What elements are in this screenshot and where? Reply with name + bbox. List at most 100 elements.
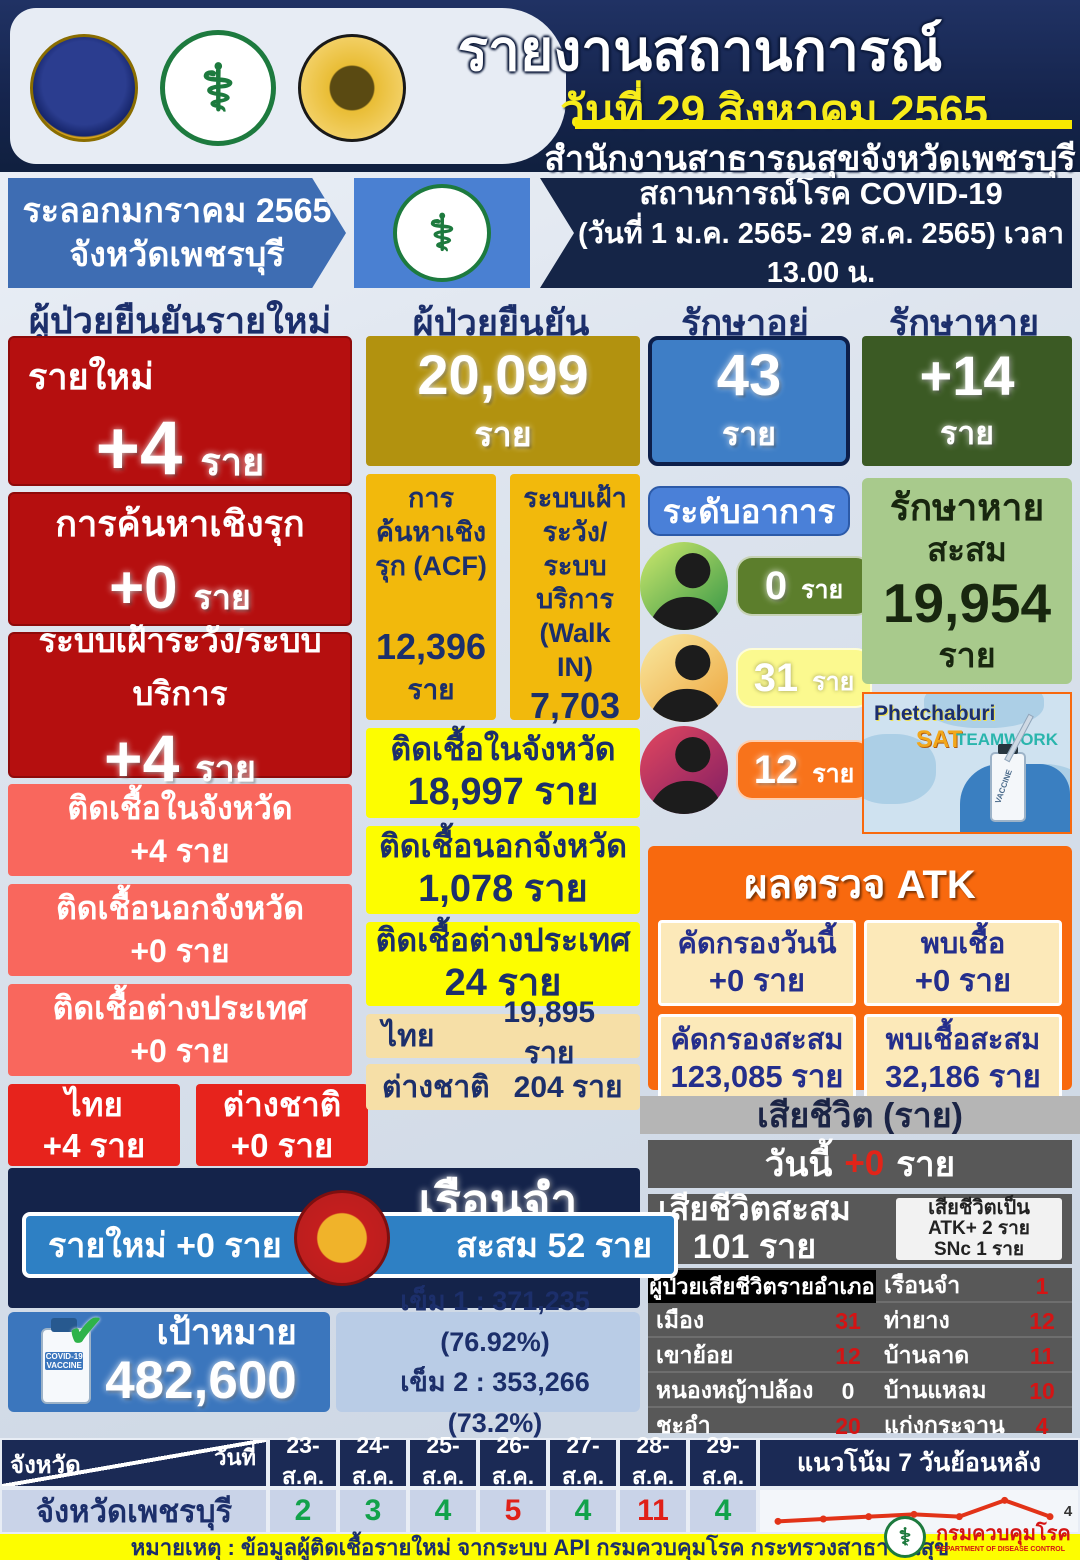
confirmed-acf-label: การค้นหาเชิงรุก (ACF): [375, 483, 487, 581]
recovered-new-box: +14 ราย: [862, 336, 1072, 466]
org-name: สำนักงานสาธารณสุขจังหวัดเพชรบุรี: [544, 140, 1076, 178]
severity-yellow-value: 31: [753, 655, 799, 700]
in-treatment-unit: ราย: [722, 416, 776, 452]
severity-green-pill: 0 ราย: [736, 556, 872, 616]
deaths-district-table: ผู้ป่วยเสียชีวิตรายอำเภอ เรือนจำ 1 เมือง…: [648, 1268, 1072, 1439]
severity-red-pill: 12 ราย: [736, 740, 872, 800]
death-row-name: เรือนจำ: [884, 1272, 961, 1298]
confirmed-total-value: 20,099: [417, 342, 589, 406]
recovered-cum-label2: สะสม: [927, 531, 1007, 568]
trend-value: 3: [338, 1488, 408, 1534]
atk-screen-today-value: +0 ราย: [708, 962, 806, 998]
confirmed-thai-box: ไทย 19,895 ราย: [366, 996, 640, 1070]
death-row-name: ท่ายาง: [884, 1307, 950, 1333]
thai-new-label: ไทย: [65, 1085, 123, 1123]
deaths-today-unit: ราย: [896, 1144, 956, 1184]
death-row-name: แก่งกระจาน: [884, 1412, 1005, 1438]
trend-corner-bottom: จังหวัด: [10, 1452, 81, 1479]
trend-row-label: จังหวัดเพชรบุรี: [0, 1488, 268, 1534]
atk-screen-today-label: คัดกรองวันนี้: [677, 928, 837, 960]
sat-logo-line3: TEAMWORK: [956, 730, 1058, 749]
trend-value: 11: [618, 1488, 688, 1534]
abroad-new-label: ติดเชื้อต่างประเทศ: [52, 989, 308, 1026]
death-row-value: 11: [1029, 1342, 1055, 1369]
trend-value: 4: [548, 1488, 618, 1534]
vaccine-doses-box: เข็ม 1 : 371,235 (76.92%) เข็ม 2 : 353,2…: [336, 1286, 640, 1438]
deaths-breakdown-box: เสียชีวิตเป็น ATK+ 2 ราย SNc 1 ราย: [896, 1197, 1062, 1260]
recovered-cum-value: 19,954: [882, 571, 1052, 634]
trend-date-header: 29-ส.ค.: [688, 1432, 758, 1489]
death-row-value: 20: [835, 1412, 861, 1439]
trend-corner-top: วันที่: [214, 1445, 256, 1470]
thai-new-box: ไทย +4 ราย: [8, 1084, 180, 1166]
severity-green-unit: ราย: [801, 576, 844, 604]
surveillance-new-value: +4: [104, 721, 180, 795]
death-row-value: 12: [835, 1342, 861, 1369]
atk-screen-cum-box: คัดกรองสะสม 123,085 ราย: [658, 1014, 856, 1104]
confirmed-acf-unit: ราย: [407, 674, 455, 705]
trend-value: 4: [688, 1488, 758, 1534]
vaccine-vial-icon: VACCINE: [990, 744, 1026, 822]
sparkline-end-label: 4: [1063, 1502, 1073, 1520]
acf-new-value: +0: [109, 554, 178, 621]
atk-positive-today-label: พบเชื้อ: [920, 928, 1006, 960]
death-row-name: บ้านแหลม: [884, 1377, 987, 1403]
death-row-name: บ้านลาด: [884, 1342, 970, 1368]
atk-panel: ผลตรวจ ATK คัดกรองวันนี้ +0 ราย พบเชื้อ …: [648, 846, 1072, 1104]
vaccine-goal-label: เป้าหมาย: [156, 1312, 297, 1352]
surveillance-new-label: ระบบเฝ้าระวัง/ระบบบริการ: [38, 621, 322, 712]
vaccine-goal-value: 482,600: [105, 1351, 297, 1411]
atk-positive-cum-value: 32,186 ราย: [885, 1058, 1041, 1094]
trend-date-header: 28-ส.ค.: [618, 1432, 688, 1489]
logo-card: ⚕: [10, 8, 566, 164]
confirmed-foreign-label: ต่างชาติ: [382, 1070, 490, 1104]
page-title: รายงานสถานการณ์: [457, 19, 943, 83]
trend-date-header: 26-ส.ค.: [478, 1432, 548, 1489]
sat-vial-label: VACCINE: [993, 768, 1014, 805]
trend-date-header: 27-ส.ค.: [548, 1432, 618, 1489]
recovered-new-unit: ราย: [940, 415, 994, 451]
severity-green-value: 0: [764, 563, 788, 608]
moph-logo-small-icon: ⚕: [393, 184, 491, 282]
wave-line2: จังหวัดเพชรบุรี: [69, 236, 285, 274]
atk-positive-today-box: พบเชื้อ +0 ราย: [864, 920, 1062, 1006]
ddc-name-block: กรมควบคุมโรค DEPARTMENT OF DISEASE CONTR…: [936, 1524, 1071, 1553]
in-province-new-label: ติดเชื้อในจังหวัด: [67, 789, 293, 826]
moph-logo-icon: ⚕: [160, 30, 276, 146]
deaths-breakdown-title: เสียชีวิตเป็น: [928, 1197, 1030, 1220]
severity-red-value: 12: [753, 747, 799, 792]
in-treatment-value: 43: [716, 343, 782, 408]
moph-center-box: ⚕: [354, 178, 530, 288]
confirmed-thai-value: 19,895 ราย: [503, 995, 596, 1070]
atk-title: ผลตรวจ ATK: [744, 863, 976, 907]
trend-sparkline-header: แนวโน้ม 7 วันย้อนหลัง: [758, 1438, 1080, 1488]
death-row-name: หนองหญ้าปล้อง: [656, 1377, 814, 1403]
sat-logo-line2: SAT: [916, 726, 963, 753]
acf-new-box: การค้นหาเชิงรุก +0 ราย: [8, 492, 352, 626]
vaccine-dose1: เข็ม 1 : 371,235 (76.92%): [400, 1286, 590, 1357]
section-header-new-cases: ผู้ป่วยยืนยันรายใหม่: [28, 300, 332, 341]
garuda-seal-icon: [30, 34, 138, 142]
confirmed-in-province-value: 18,997 ราย: [407, 771, 599, 814]
trend-value: 5: [478, 1488, 548, 1534]
confirmed-acf-box: การค้นหาเชิงรุก (ACF) 12,396 ราย: [366, 474, 496, 720]
deaths-section-title-strip: เสียชีวิต (ราย): [640, 1096, 1080, 1135]
confirmed-total-unit: ราย: [474, 415, 532, 454]
severity-yellow-person-icon: [640, 634, 728, 722]
vaccine-dose2: เข็ม 2 : 353,266 (73.2%): [400, 1367, 590, 1438]
confirmed-thai-label: ไทย: [382, 1019, 435, 1053]
confirmed-acf-value: 12,396: [375, 626, 487, 667]
deaths-table-title: ผู้ป่วยเสียชีวิตรายอำเภอ: [648, 1269, 876, 1303]
deaths-today-prefix: วันนี้: [764, 1144, 833, 1184]
foreign-new-box: ต่างชาติ +0 ราย: [196, 1084, 368, 1166]
deaths-cumulative-panel: เสียชีวิตสะสม 101 ราย เสียชีวิตเป็น ATK+…: [648, 1190, 1072, 1266]
death-row-name: เมือง: [656, 1307, 705, 1333]
vaccine-goal-box: COVID-19 VACCINE ✔ เป้าหมาย 482,600: [8, 1307, 330, 1412]
situation-range: (วันที่ 1 ม.ค. 2565- 29 ส.ค. 2565) เวลา …: [577, 217, 1065, 289]
confirmed-walkin-value: 7,703: [529, 684, 621, 726]
thai-new-value: +4 ราย: [42, 1127, 146, 1164]
recovered-cum-unit: ราย: [938, 636, 996, 675]
trend-sparkline-chart: [774, 1496, 1054, 1525]
header-bar: ⚕ รายงานสถานการณ์ วันที่ 29 สิงหาคม 2565…: [0, 0, 1080, 178]
acf-new-label: การค้นหาเชิงรุก: [55, 502, 305, 544]
